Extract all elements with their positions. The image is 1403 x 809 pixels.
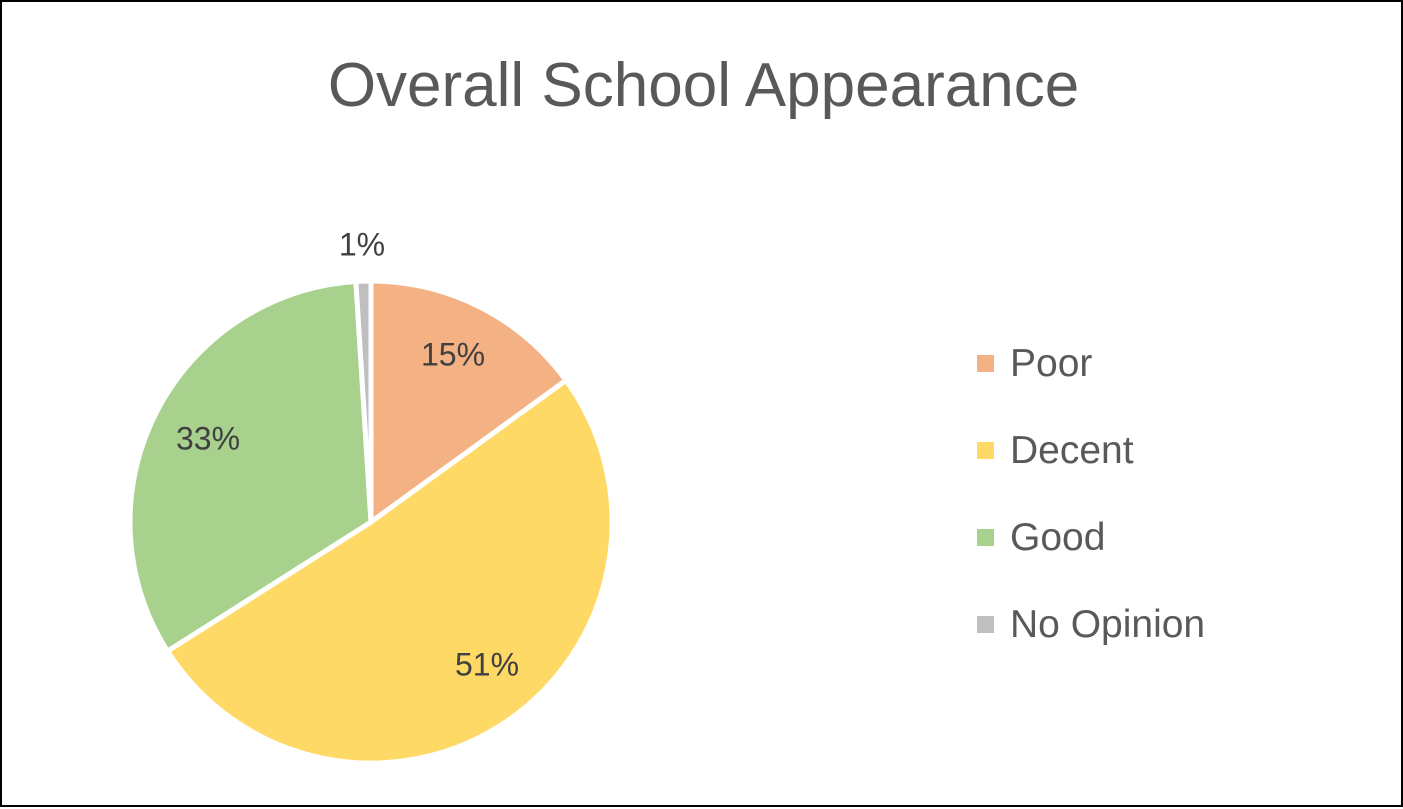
- data-label-poor: 15%: [421, 336, 485, 372]
- pie-slice-no-opinion: [353, 278, 374, 525]
- pie-slice-decent: [165, 377, 615, 766]
- legend-label-good: Good: [1010, 515, 1106, 559]
- data-label-no-opinion: 1%: [339, 226, 385, 262]
- data-label-good: 33%: [176, 420, 240, 456]
- chart-title: Overall School Appearance: [327, 51, 1080, 120]
- pie-data-labels: 15% 51% 33% 1%: [176, 226, 519, 682]
- legend-item-poor: Poor: [977, 320, 1205, 407]
- pie-slice-good: [127, 278, 374, 654]
- legend-item-decent: Decent: [977, 407, 1205, 494]
- legend-label-decent: Decent: [1010, 428, 1134, 472]
- legend-swatch-good: [977, 529, 994, 546]
- data-label-decent: 51%: [455, 646, 519, 682]
- legend: Poor Decent Good No Opinion: [977, 320, 1205, 668]
- legend-label-poor: Poor: [1010, 341, 1093, 385]
- legend-swatch-no-opinion: [977, 616, 994, 633]
- pie-slices: [127, 278, 615, 766]
- legend-label-no-opinion: No Opinion: [1010, 602, 1206, 646]
- legend-swatch-decent: [977, 442, 994, 459]
- legend-item-no-opinion: No Opinion: [977, 581, 1205, 668]
- legend-item-good: Good: [977, 494, 1205, 581]
- pie-slice-poor: [368, 278, 569, 525]
- legend-swatch-poor: [977, 355, 994, 372]
